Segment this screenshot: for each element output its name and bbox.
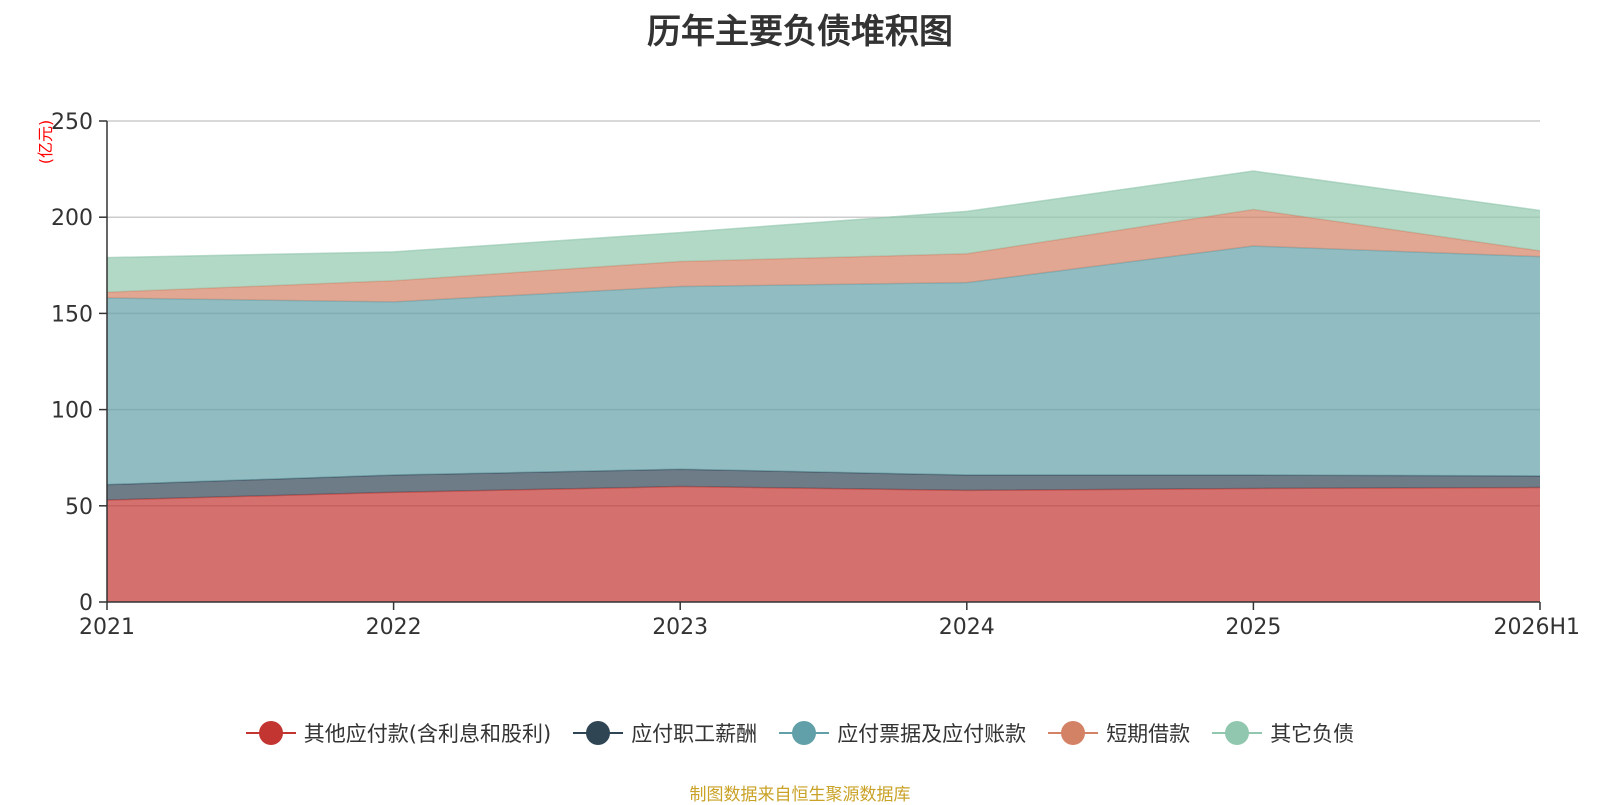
x-tick-label: 2024 bbox=[939, 615, 995, 640]
area-series-5 bbox=[107, 171, 1540, 293]
chart-title: 历年主要负债堆积图 bbox=[647, 12, 953, 52]
legend-marker-icon bbox=[1048, 721, 1099, 745]
area-series-line-5 bbox=[106, 170, 1541, 259]
area-series-4 bbox=[107, 209, 1540, 302]
legend-label: 短期借款 bbox=[1106, 722, 1191, 746]
area-series-line-3 bbox=[106, 245, 1541, 303]
x-tick-label: 2023 bbox=[652, 615, 708, 640]
x-tick-label: 2022 bbox=[366, 615, 422, 640]
legend-label: 其它负债 bbox=[1270, 722, 1355, 746]
legend: 其他应付款(含利息和股利) 应付职工薪酬 应付票据及应付账款 短期借款 其它负债 bbox=[0, 718, 1600, 748]
legend-marker-icon bbox=[573, 721, 624, 745]
legend-marker-icon bbox=[779, 721, 830, 745]
x-tick-label: 2021 bbox=[79, 615, 135, 640]
source-note: 制图数据来自恒生聚源数据库 bbox=[689, 785, 911, 805]
y-tick-label: 250 bbox=[51, 110, 93, 135]
legend-marker-icon bbox=[1212, 721, 1263, 745]
y-tick-label: 100 bbox=[51, 399, 93, 424]
y-tick-label: 200 bbox=[51, 206, 93, 231]
legend-label: 其他应付款(含利息和股利) bbox=[303, 722, 552, 746]
x-tick-label: 2026H1 bbox=[1493, 615, 1580, 640]
x-tick-label: 2025 bbox=[1225, 615, 1281, 640]
area-series-2 bbox=[107, 469, 1540, 501]
y-tick-label: 150 bbox=[51, 302, 93, 327]
legend-label: 应付票据及应付账款 bbox=[837, 722, 1027, 746]
area-series-3 bbox=[107, 246, 1540, 485]
y-tick-label: 50 bbox=[65, 495, 93, 520]
y-tick-label: 0 bbox=[79, 591, 93, 616]
legend-item-5[interactable]: 其它负债 bbox=[1212, 718, 1354, 748]
legend-label: 应付职工薪酬 bbox=[631, 722, 758, 746]
legend-item-3[interactable]: 应付票据及应付账款 bbox=[779, 718, 1026, 748]
y-axis-label: (亿元) bbox=[36, 120, 55, 165]
area-series-line-4 bbox=[106, 208, 1541, 293]
legend-item-4[interactable]: 短期借款 bbox=[1048, 718, 1190, 748]
legend-marker-icon bbox=[245, 721, 296, 745]
area-series-1 bbox=[107, 486, 1540, 602]
area-series-line-2 bbox=[106, 468, 1541, 486]
legend-item-1[interactable]: 其他应付款(含利息和股利) bbox=[245, 718, 552, 748]
legend-item-2[interactable]: 应付职工薪酬 bbox=[573, 718, 757, 748]
